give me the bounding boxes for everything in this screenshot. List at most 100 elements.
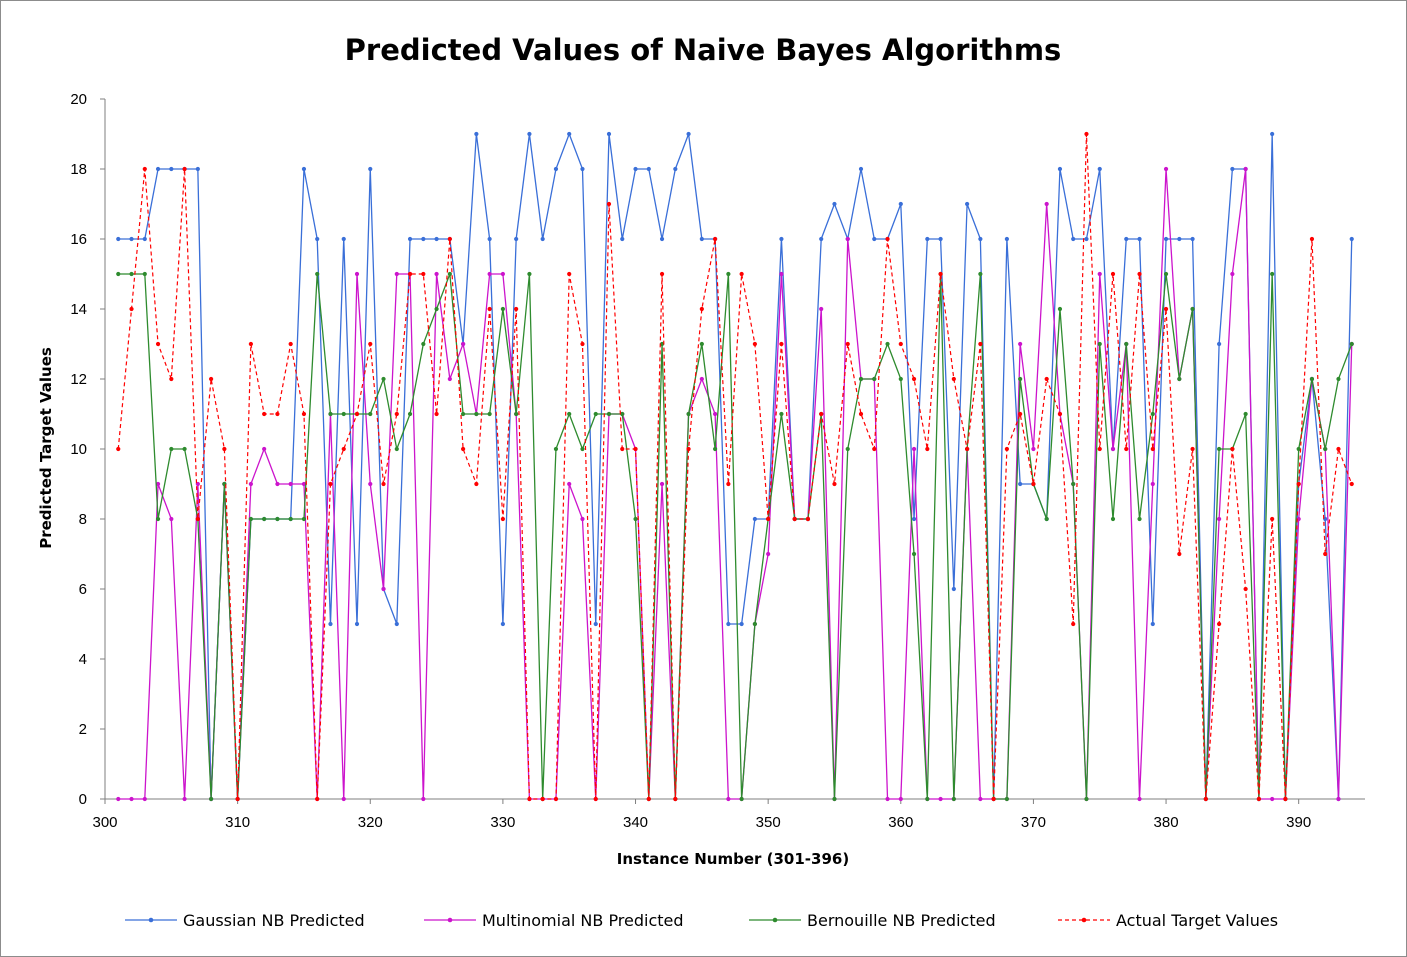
data-point: [116, 446, 121, 452]
data-point: [872, 446, 877, 452]
legend-marker: [447, 917, 453, 923]
data-point: [527, 796, 532, 802]
data-point: [461, 341, 466, 347]
data-point: [315, 796, 320, 802]
x-tick-label: 370: [1021, 814, 1046, 831]
data-point: [1150, 411, 1155, 417]
data-point: [235, 796, 240, 802]
data-point: [1124, 446, 1129, 452]
y-tick-label: 20: [70, 91, 87, 108]
data-point: [739, 796, 744, 802]
data-point: [328, 411, 333, 417]
data-point: [1124, 341, 1129, 347]
series-line: [118, 133, 1353, 800]
data-point: [1230, 271, 1235, 277]
data-point: [1256, 796, 1261, 802]
data-point: [593, 621, 598, 627]
data-point: [487, 306, 492, 312]
data-point: [606, 201, 612, 207]
data-point: [713, 446, 718, 452]
data-point: [885, 341, 890, 347]
data-point: [394, 411, 399, 417]
data-point: [845, 236, 850, 242]
data-point: [1336, 446, 1341, 452]
data-point: [978, 341, 983, 347]
data-point: [978, 236, 983, 242]
data-point: [699, 236, 704, 242]
data-point: [606, 131, 612, 137]
data-point: [553, 446, 559, 452]
data-point: [368, 341, 373, 347]
data-point: [593, 411, 598, 417]
data-point: [1004, 446, 1009, 452]
x-axis-title: Instance Number (301-396): [617, 850, 849, 868]
data-point: [1018, 376, 1023, 382]
data-point: [275, 481, 280, 487]
data-point: [779, 411, 784, 417]
legend-label: Gaussian NB Predicted: [183, 911, 365, 930]
data-point: [1110, 446, 1116, 452]
data-point: [1296, 446, 1301, 452]
data-point: [978, 271, 983, 277]
data-point: [341, 446, 346, 452]
data-point: [713, 236, 718, 242]
data-point: [646, 166, 651, 172]
data-point: [142, 796, 147, 802]
data-point: [169, 516, 174, 522]
data-point: [129, 306, 134, 312]
chart-title: Predicted Values of Naive Bayes Algorith…: [345, 33, 1062, 67]
data-point: [580, 446, 585, 452]
data-point: [1004, 796, 1009, 802]
data-point: [288, 516, 293, 522]
data-point: [925, 796, 930, 802]
data-point: [394, 621, 399, 627]
data-point: [1150, 621, 1155, 627]
data-point: [169, 166, 174, 172]
data-point: [805, 516, 811, 522]
data-point: [1163, 306, 1169, 312]
data-point: [209, 376, 214, 382]
data-point: [169, 376, 174, 382]
data-point: [1018, 411, 1023, 417]
y-tick-label: 6: [79, 581, 87, 598]
data-point: [1203, 796, 1208, 802]
data-point: [686, 131, 691, 137]
data-point: [938, 236, 943, 242]
data-point: [394, 271, 399, 277]
x-tick-label: 320: [358, 814, 383, 831]
data-point: [434, 236, 439, 242]
legend-marker: [1081, 917, 1087, 923]
data-point: [1163, 271, 1169, 277]
data-point: [447, 236, 452, 242]
data-point: [620, 446, 625, 452]
data-point: [885, 236, 890, 242]
data-point: [1084, 236, 1089, 242]
data-point: [195, 516, 200, 522]
data-point: [1097, 166, 1102, 172]
data-point: [301, 481, 307, 487]
data-point: [341, 796, 346, 802]
y-tick-label: 4: [79, 651, 87, 668]
data-point: [116, 236, 121, 242]
data-point: [1217, 516, 1222, 522]
data-point: [845, 446, 850, 452]
data-point: [779, 341, 784, 347]
data-point: [580, 341, 585, 347]
data-point: [1137, 516, 1142, 522]
data-point: [580, 166, 585, 172]
data-point: [1031, 446, 1036, 452]
data-point: [1349, 481, 1354, 487]
data-point: [965, 201, 970, 207]
data-point: [248, 481, 253, 487]
series-actual-target-values: [116, 131, 1354, 802]
data-point: [1243, 411, 1248, 417]
data-point: [116, 271, 121, 277]
data-point: [209, 796, 214, 802]
data-point: [487, 271, 492, 277]
data-point: [1177, 376, 1182, 382]
data-point: [142, 271, 147, 277]
y-tick-label: 18: [70, 161, 87, 178]
data-point: [195, 166, 200, 172]
data-point: [659, 341, 665, 347]
